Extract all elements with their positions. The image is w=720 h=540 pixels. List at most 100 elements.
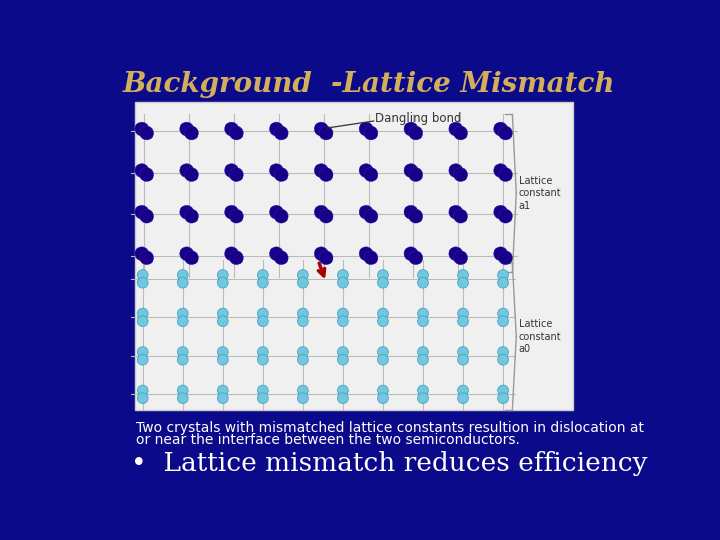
Ellipse shape	[136, 165, 153, 180]
Ellipse shape	[418, 347, 428, 357]
Ellipse shape	[180, 122, 194, 136]
Ellipse shape	[138, 278, 148, 288]
Ellipse shape	[179, 386, 186, 403]
Ellipse shape	[498, 269, 508, 280]
Ellipse shape	[230, 167, 243, 181]
Ellipse shape	[140, 167, 153, 181]
Ellipse shape	[258, 309, 267, 326]
Ellipse shape	[177, 269, 188, 280]
Ellipse shape	[230, 209, 243, 223]
Ellipse shape	[364, 167, 378, 181]
Ellipse shape	[499, 348, 507, 364]
Ellipse shape	[258, 271, 267, 287]
Ellipse shape	[217, 308, 228, 319]
Text: Dangling bond: Dangling bond	[375, 112, 462, 125]
Ellipse shape	[219, 309, 227, 326]
Ellipse shape	[418, 385, 428, 396]
Ellipse shape	[297, 278, 308, 288]
Ellipse shape	[274, 126, 288, 140]
Ellipse shape	[271, 124, 287, 139]
Ellipse shape	[319, 209, 333, 223]
Ellipse shape	[225, 205, 238, 219]
Ellipse shape	[177, 278, 188, 288]
Ellipse shape	[271, 248, 287, 264]
Ellipse shape	[319, 126, 333, 140]
Ellipse shape	[225, 164, 238, 178]
Ellipse shape	[404, 164, 418, 178]
Ellipse shape	[179, 309, 186, 326]
Ellipse shape	[338, 278, 348, 288]
Ellipse shape	[258, 354, 269, 365]
Ellipse shape	[140, 209, 153, 223]
Ellipse shape	[269, 205, 284, 219]
Ellipse shape	[458, 393, 469, 403]
Ellipse shape	[258, 278, 269, 288]
Ellipse shape	[360, 248, 377, 264]
Ellipse shape	[377, 347, 388, 357]
Ellipse shape	[498, 393, 508, 403]
Ellipse shape	[419, 271, 427, 287]
Ellipse shape	[404, 247, 418, 261]
Ellipse shape	[377, 316, 388, 327]
Ellipse shape	[499, 271, 507, 287]
Ellipse shape	[405, 207, 422, 222]
Ellipse shape	[140, 251, 153, 265]
Ellipse shape	[135, 164, 149, 178]
Ellipse shape	[494, 247, 508, 261]
Ellipse shape	[405, 165, 422, 180]
Ellipse shape	[359, 122, 373, 136]
Ellipse shape	[217, 354, 228, 365]
Ellipse shape	[494, 122, 508, 136]
Ellipse shape	[459, 309, 467, 326]
Ellipse shape	[364, 251, 378, 265]
Ellipse shape	[225, 207, 242, 222]
Ellipse shape	[459, 271, 467, 287]
Ellipse shape	[404, 205, 418, 219]
Ellipse shape	[274, 209, 288, 223]
Ellipse shape	[258, 269, 269, 280]
Ellipse shape	[449, 122, 463, 136]
Ellipse shape	[217, 393, 228, 403]
Ellipse shape	[140, 126, 153, 140]
Ellipse shape	[495, 124, 511, 139]
Ellipse shape	[271, 207, 287, 222]
Ellipse shape	[315, 164, 328, 178]
Ellipse shape	[181, 248, 197, 264]
Ellipse shape	[419, 348, 427, 364]
Ellipse shape	[138, 385, 148, 396]
Ellipse shape	[258, 348, 267, 364]
Ellipse shape	[225, 248, 242, 264]
Ellipse shape	[338, 269, 348, 280]
Ellipse shape	[138, 308, 148, 319]
Ellipse shape	[184, 209, 199, 223]
Ellipse shape	[418, 278, 428, 288]
Ellipse shape	[180, 164, 194, 178]
Ellipse shape	[454, 209, 467, 223]
Ellipse shape	[184, 126, 199, 140]
Ellipse shape	[138, 347, 148, 357]
Ellipse shape	[405, 124, 422, 139]
Ellipse shape	[359, 247, 373, 261]
Ellipse shape	[495, 207, 511, 222]
Ellipse shape	[269, 247, 284, 261]
Ellipse shape	[297, 269, 308, 280]
Ellipse shape	[498, 209, 513, 223]
Ellipse shape	[225, 247, 238, 261]
Ellipse shape	[269, 122, 284, 136]
Ellipse shape	[269, 164, 284, 178]
Ellipse shape	[499, 309, 507, 326]
Ellipse shape	[274, 251, 288, 265]
Ellipse shape	[454, 251, 467, 265]
Ellipse shape	[180, 205, 194, 219]
Text: Lattice
constant
a0: Lattice constant a0	[518, 319, 561, 354]
Ellipse shape	[379, 386, 387, 403]
Ellipse shape	[258, 386, 267, 403]
Ellipse shape	[338, 347, 348, 357]
Ellipse shape	[450, 207, 467, 222]
Ellipse shape	[217, 347, 228, 357]
Ellipse shape	[498, 126, 513, 140]
Ellipse shape	[139, 386, 147, 403]
Ellipse shape	[449, 205, 463, 219]
Ellipse shape	[177, 385, 188, 396]
Ellipse shape	[360, 165, 377, 180]
